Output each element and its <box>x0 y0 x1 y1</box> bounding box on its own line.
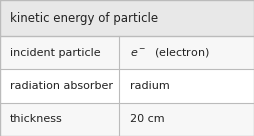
Text: 20 cm: 20 cm <box>130 114 164 124</box>
Text: radium: radium <box>130 81 169 91</box>
Text: kinetic energy of particle: kinetic energy of particle <box>10 12 158 24</box>
Bar <box>0 36 254 69</box>
Text: $\it{e}^-$  (electron): $\it{e}^-$ (electron) <box>130 46 209 59</box>
Bar <box>0 103 254 136</box>
Text: radiation absorber: radiation absorber <box>10 81 113 91</box>
Text: thickness: thickness <box>10 114 63 124</box>
Text: incident particle: incident particle <box>10 48 101 58</box>
Bar <box>0 69 254 103</box>
Bar <box>0 0 254 36</box>
